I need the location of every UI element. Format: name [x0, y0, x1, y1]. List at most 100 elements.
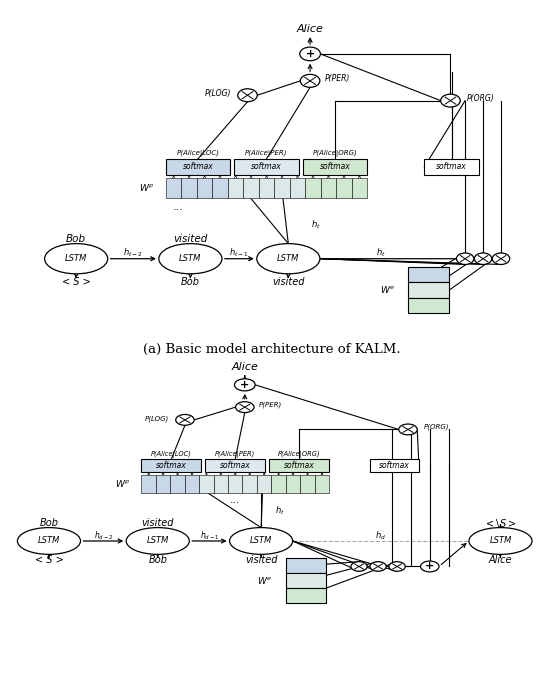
Text: $h_{t-2}$: $h_{t-2}$ [123, 246, 143, 258]
Text: P(Alice|LOC): P(Alice|LOC) [151, 451, 192, 458]
Text: +: + [305, 49, 315, 58]
Text: softmax: softmax [320, 163, 350, 172]
Text: < S >: < S > [35, 555, 63, 565]
Circle shape [236, 402, 254, 412]
Text: P(Alice|PER): P(Alice|PER) [215, 451, 255, 458]
Circle shape [441, 94, 460, 107]
Bar [286, 573, 326, 588]
Text: LSTM: LSTM [489, 536, 512, 546]
Bar [166, 159, 230, 175]
Ellipse shape [159, 243, 222, 274]
Bar [212, 178, 228, 198]
Bar [274, 178, 290, 198]
Text: LSTM: LSTM [146, 536, 169, 546]
Text: visited: visited [141, 519, 174, 528]
Bar [243, 475, 257, 493]
Circle shape [234, 379, 255, 391]
Text: $W^p$: $W^p$ [115, 479, 130, 490]
Text: P(Alice|PER): P(Alice|PER) [245, 150, 288, 157]
Circle shape [399, 424, 417, 435]
Bar [352, 178, 367, 198]
Text: softmax: softmax [436, 163, 467, 172]
Bar [228, 178, 243, 198]
Bar [314, 475, 329, 493]
Circle shape [238, 89, 257, 102]
Ellipse shape [17, 527, 81, 555]
Text: $< \backslash S >$: $< \backslash S >$ [484, 517, 517, 530]
Bar [259, 178, 274, 198]
Text: LSTM: LSTM [38, 536, 60, 546]
Text: P(PER): P(PER) [325, 74, 350, 83]
Bar [271, 475, 286, 493]
Text: visited: visited [173, 234, 208, 244]
Text: softmax: softmax [284, 461, 314, 470]
Bar [408, 267, 449, 283]
Text: visited: visited [245, 555, 277, 565]
Bar [141, 459, 201, 472]
Text: Alice: Alice [489, 555, 512, 565]
Text: visited: visited [272, 277, 305, 287]
Text: ...: ... [172, 201, 183, 212]
Text: softmax: softmax [183, 163, 213, 172]
Text: (a) Basic model architecture of KALM.: (a) Basic model architecture of KALM. [143, 342, 401, 356]
Circle shape [421, 561, 439, 572]
Text: Alice: Alice [296, 24, 324, 34]
Bar [243, 178, 259, 198]
Bar [257, 475, 271, 493]
Ellipse shape [126, 527, 189, 555]
Text: Bob: Bob [181, 277, 200, 287]
Bar [214, 475, 228, 493]
Circle shape [300, 47, 320, 61]
Text: LSTM: LSTM [277, 254, 300, 263]
Circle shape [351, 561, 367, 572]
Text: $h_{d-2}$: $h_{d-2}$ [94, 530, 113, 542]
Ellipse shape [469, 527, 532, 555]
Bar [199, 475, 214, 493]
Circle shape [474, 253, 492, 264]
Text: P(ORG): P(ORG) [424, 424, 449, 431]
Bar [205, 459, 265, 472]
Text: P(PER): P(PER) [259, 401, 282, 408]
Circle shape [389, 561, 405, 572]
Text: $W^p$: $W^p$ [139, 182, 154, 193]
Bar [234, 159, 299, 175]
Bar [286, 558, 326, 573]
Text: $W^e$: $W^e$ [257, 575, 273, 586]
Text: Bob: Bob [40, 519, 58, 528]
Text: softmax: softmax [156, 461, 187, 470]
Ellipse shape [45, 243, 108, 274]
Text: Alice: Alice [231, 362, 258, 372]
Text: $h_{t-1}$: $h_{t-1}$ [230, 246, 249, 258]
Bar [408, 283, 449, 298]
Text: +: + [425, 561, 435, 571]
Bar [424, 159, 479, 175]
Circle shape [176, 414, 194, 425]
Bar [290, 178, 305, 198]
Text: Bob: Bob [149, 555, 167, 565]
Bar [286, 475, 300, 493]
Bar [166, 178, 181, 198]
Bar [156, 475, 170, 493]
Bar [181, 178, 197, 198]
Bar [185, 475, 199, 493]
Text: $h_t$: $h_t$ [311, 218, 320, 231]
Circle shape [456, 253, 474, 264]
Ellipse shape [257, 243, 320, 274]
Text: $h_{d-1}$: $h_{d-1}$ [200, 530, 219, 542]
Text: softmax: softmax [379, 461, 410, 470]
Bar [197, 178, 212, 198]
Text: $h_t$: $h_t$ [275, 504, 285, 517]
Text: LSTM: LSTM [250, 536, 273, 546]
Text: +: + [240, 380, 250, 390]
Text: Bob: Bob [66, 234, 86, 244]
Text: softmax: softmax [220, 461, 251, 470]
Text: $h_d$: $h_d$ [375, 530, 386, 542]
Text: P(ORG): P(ORG) [466, 94, 494, 102]
Bar [408, 298, 449, 313]
Bar [170, 475, 185, 493]
Circle shape [370, 561, 386, 572]
Text: P(LOG): P(LOG) [145, 415, 169, 422]
Bar [336, 178, 352, 198]
Text: $h_t$: $h_t$ [376, 246, 386, 258]
Circle shape [492, 253, 510, 264]
